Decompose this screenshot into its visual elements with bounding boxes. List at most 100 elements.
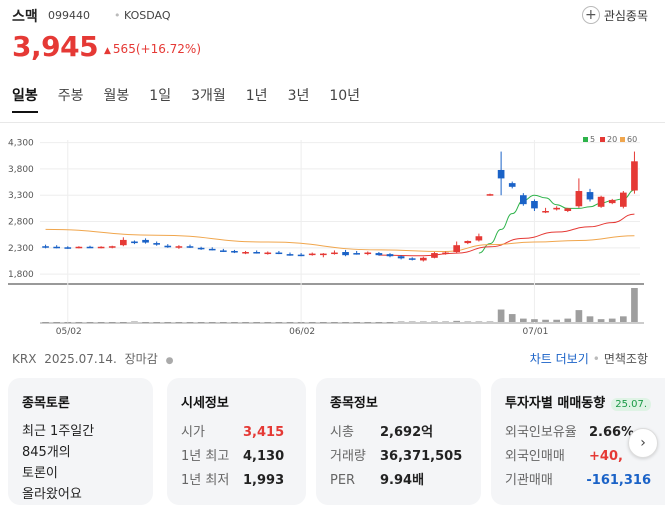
volume-bar (386, 322, 394, 323)
date-badge: 25.07. (611, 398, 652, 411)
candle-body (464, 240, 472, 244)
candle-body (364, 252, 372, 255)
volume-bar (331, 322, 338, 323)
volume-bar (608, 318, 616, 322)
open-price-row: 시가 3,415 (181, 421, 292, 445)
investor-title: 투자자별 매매동향 25.07. (505, 392, 652, 411)
per-label: PER (330, 473, 356, 488)
volume-bar (264, 322, 272, 323)
legend-swatch (583, 137, 588, 142)
market-cap-label: 시총 (330, 425, 354, 440)
tab-3month[interactable]: 3개월 (191, 88, 226, 104)
candle-body (186, 246, 194, 248)
favorite-button[interactable]: + 관심종목 (581, 4, 648, 26)
tab-daily[interactable]: 일봉 (12, 85, 38, 113)
volume-bar (586, 316, 594, 322)
volume-bar (575, 310, 583, 322)
volume-bar (375, 322, 383, 323)
volume-bar (475, 321, 483, 322)
open-label: 시가 (181, 425, 205, 440)
market-info-card[interactable]: 시세정보 시가 3,415 1년 최고 4,130 1년 최저 1,993 (167, 378, 306, 505)
volume-bar (231, 322, 238, 323)
volume-bar (497, 309, 505, 322)
candle-body (153, 243, 160, 245)
candle-body (531, 201, 538, 209)
candle-body (120, 239, 127, 246)
tab-1day[interactable]: 1일 (149, 88, 172, 104)
volume-bar (408, 321, 416, 322)
candle-body (308, 253, 316, 256)
foreign-trade-value: +40, (589, 449, 623, 464)
volume-bar (397, 321, 405, 322)
market-status: KRX 2025.07.14. 장마감 ● (12, 350, 177, 367)
current-price: 3,945 (12, 30, 99, 63)
volume-bar (220, 322, 227, 323)
stock-info-card[interactable]: 종목정보 시총 2,692억 거래량 36,371,505 PER 9.94배 (316, 378, 481, 505)
tab-3year[interactable]: 3년 (287, 88, 310, 104)
year-low-value: 1,993 (243, 473, 285, 488)
candle-body (553, 207, 560, 210)
candle-body (75, 246, 83, 249)
price-change: ▲ 565(+16.72%) (104, 42, 201, 56)
candle-body (220, 250, 227, 252)
exchange-label: KRX (12, 352, 37, 366)
tab-10year[interactable]: 10년 (329, 88, 361, 104)
year-low-label: 1년 최저 (181, 473, 230, 488)
candle-body (142, 239, 149, 243)
tab-weekly[interactable]: 주봉 (57, 88, 84, 104)
candle-body (408, 258, 416, 260)
volume-bar (364, 322, 372, 323)
volume-bar (120, 322, 127, 323)
candle-body (508, 183, 516, 187)
y-tick-label: 2,800 (8, 218, 34, 228)
candle-body (597, 196, 605, 207)
legend-swatch (620, 137, 625, 142)
x-tick-label: 05/02 (56, 327, 82, 337)
discussion-title: 종목토론 (22, 396, 70, 411)
status-row: KRX 2025.07.14. 장마감 ● 차트 더보기 • 면책조항 (12, 350, 652, 368)
year-low-row: 1년 최저 1,993 (181, 469, 292, 493)
volume-bar (597, 319, 605, 322)
chart-more-link[interactable]: 차트 더보기 (529, 352, 589, 366)
stock-market: • KOSDAQ (114, 9, 171, 22)
volume-bar (631, 288, 638, 322)
candle-body (242, 252, 249, 254)
volume-bar (420, 321, 427, 322)
candle-body (175, 246, 183, 248)
volume-bar (508, 314, 516, 322)
chart-links: 차트 더보기 • 면책조항 (530, 350, 648, 367)
volume-bar (186, 322, 194, 323)
volume-bar (175, 322, 183, 323)
x-tick-label: 06/02 (289, 327, 315, 337)
y-tick-label: 1,800 (8, 270, 34, 280)
next-card-button[interactable]: › (628, 428, 658, 458)
candle-body (353, 253, 360, 255)
candle-body (586, 192, 594, 200)
volume-bar (520, 318, 527, 322)
institution-trade-value: -161,316 (586, 473, 651, 488)
volume-bar (131, 321, 138, 322)
disclaimer-link[interactable]: 면책조항 (603, 352, 648, 366)
y-tick-label: 3,300 (8, 191, 34, 201)
investor-trend-card[interactable]: 투자자별 매매동향 25.07. 외국인보유율 2.66% 외국인매매 +40, … (491, 378, 665, 505)
price-chart-svg: 4,300 3,800 3,300 2,800 2,300 1,800 05/02 06/02… (8, 135, 644, 337)
tabs-divider (0, 122, 665, 123)
foreign-trade-row: 외국인매매 +40, (505, 445, 651, 469)
volume-bar (342, 322, 349, 323)
institution-trade-label: 기관매매 (505, 473, 553, 488)
market-info-title: 시세정보 (181, 396, 229, 411)
chevron-right-icon: › (640, 435, 646, 451)
ma-5-line (478, 189, 635, 254)
legend-label: 60 (627, 135, 637, 144)
discussion-line: 토론이 (22, 466, 58, 481)
discussion-card[interactable]: 종목토론 최근 1주일간 845개의 토론이 올라왔어요 (8, 378, 153, 505)
candle-body (453, 245, 460, 253)
volume-bar (542, 319, 549, 322)
market-cap-row: 시총 2,692억 (330, 421, 467, 445)
tab-monthly[interactable]: 월봉 (103, 88, 130, 104)
x-tick-label: 07/01 (522, 327, 548, 337)
volume-bar (308, 322, 316, 323)
price-chart[interactable]: 4,300 3,800 3,300 2,800 2,300 1,800 05/02 06/02… (0, 130, 665, 340)
tab-1year[interactable]: 1년 (245, 88, 268, 104)
volume-bar (242, 322, 249, 323)
